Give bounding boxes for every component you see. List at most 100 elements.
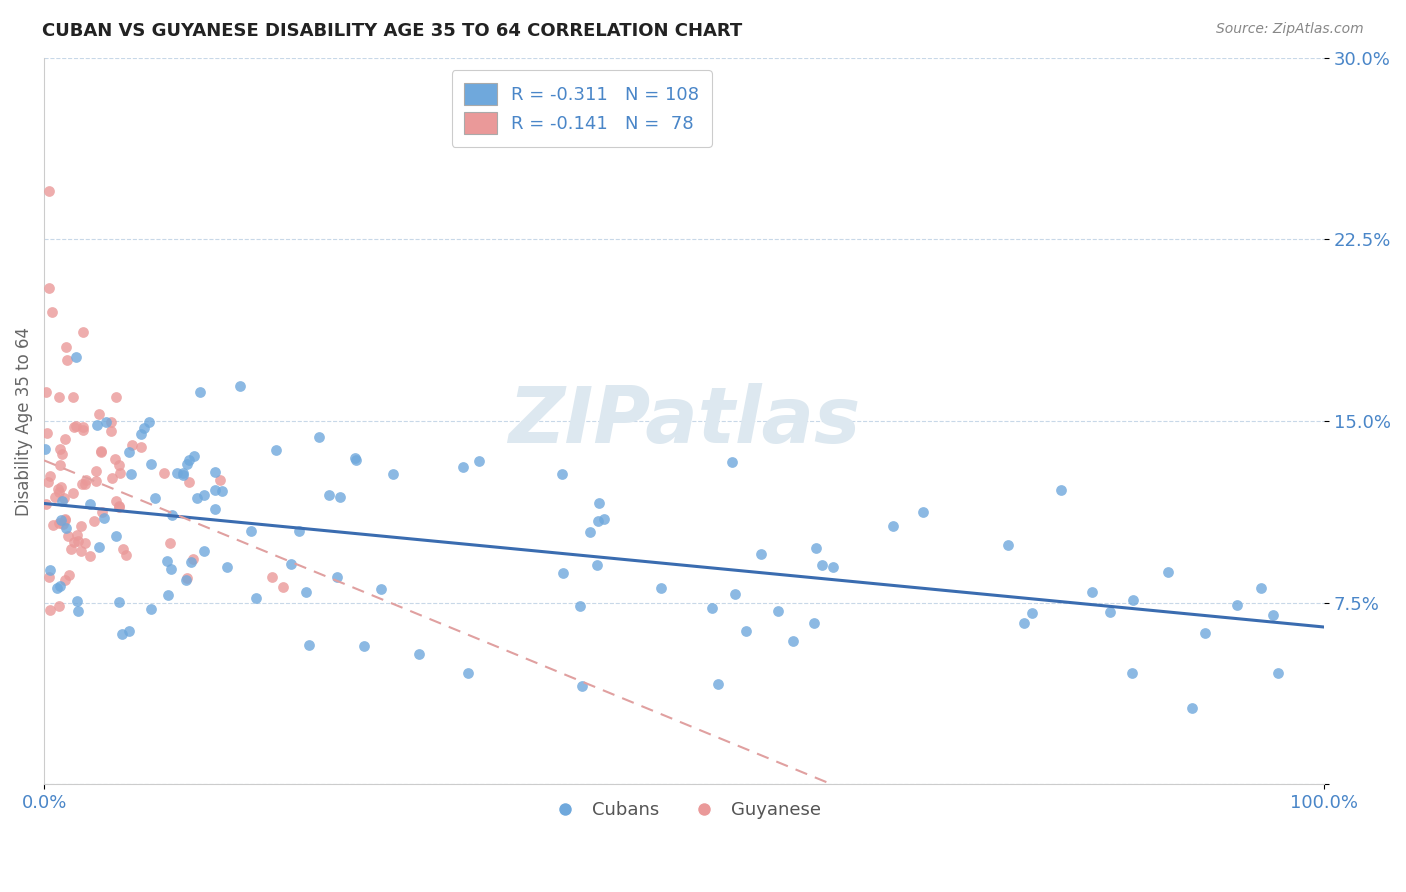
Point xyxy=(204,502,226,516)
Point xyxy=(176,457,198,471)
Point xyxy=(53,512,76,526)
Point xyxy=(593,511,616,525)
Point xyxy=(48,485,70,500)
Point xyxy=(326,569,349,583)
Point xyxy=(1157,566,1180,580)
Point xyxy=(108,499,131,513)
Point xyxy=(806,541,828,556)
Point xyxy=(44,491,66,505)
Point xyxy=(586,514,609,528)
Point xyxy=(87,407,110,421)
Point xyxy=(89,540,111,554)
Point xyxy=(75,477,97,491)
Point xyxy=(65,418,87,433)
Point xyxy=(134,421,156,435)
Point xyxy=(37,475,59,490)
Point xyxy=(329,490,352,504)
Text: CUBAN VS GUYANESE DISABILITY AGE 35 TO 64 CORRELATION CHART: CUBAN VS GUYANESE DISABILITY AGE 35 TO 6… xyxy=(42,22,742,40)
Point xyxy=(34,442,56,456)
Point xyxy=(93,511,115,525)
Point xyxy=(381,467,404,481)
Point xyxy=(55,513,77,527)
Point xyxy=(86,417,108,432)
Point xyxy=(72,325,94,339)
Point xyxy=(766,604,789,618)
Point xyxy=(48,599,70,614)
Point xyxy=(39,602,62,616)
Point xyxy=(782,634,804,648)
Point xyxy=(79,549,101,564)
Point xyxy=(1261,607,1284,622)
Point xyxy=(298,638,321,652)
Point xyxy=(72,423,94,437)
Point xyxy=(55,521,77,535)
Point xyxy=(49,579,72,593)
Point xyxy=(56,529,79,543)
Point xyxy=(66,528,89,542)
Point xyxy=(650,581,672,595)
Point xyxy=(37,425,59,440)
Legend: Cubans, Guyanese: Cubans, Guyanese xyxy=(540,794,828,826)
Point xyxy=(138,415,160,429)
Point xyxy=(1012,615,1035,630)
Point xyxy=(204,483,226,497)
Point xyxy=(1267,665,1289,680)
Point xyxy=(41,305,63,319)
Point xyxy=(51,493,73,508)
Point xyxy=(100,415,122,429)
Point xyxy=(344,452,367,467)
Point xyxy=(183,450,205,464)
Point xyxy=(1081,584,1104,599)
Point xyxy=(803,615,825,630)
Point xyxy=(344,451,367,466)
Point xyxy=(49,442,72,457)
Point xyxy=(176,571,198,585)
Point xyxy=(457,666,479,681)
Point xyxy=(229,379,252,393)
Point xyxy=(121,438,143,452)
Point xyxy=(186,491,208,506)
Point xyxy=(172,466,194,480)
Point xyxy=(1250,582,1272,596)
Point xyxy=(51,513,73,527)
Point xyxy=(174,573,197,587)
Point xyxy=(1021,606,1043,620)
Point xyxy=(129,440,152,454)
Point xyxy=(209,473,232,487)
Text: Source: ZipAtlas.com: Source: ZipAtlas.com xyxy=(1216,22,1364,37)
Point xyxy=(467,454,489,468)
Point xyxy=(58,568,80,582)
Point xyxy=(101,471,124,485)
Point xyxy=(1194,625,1216,640)
Point xyxy=(59,542,82,557)
Point xyxy=(67,534,90,549)
Point xyxy=(156,554,179,568)
Point xyxy=(105,529,128,543)
Point xyxy=(264,443,287,458)
Point xyxy=(721,455,744,469)
Point xyxy=(271,581,294,595)
Point xyxy=(118,445,141,459)
Point xyxy=(280,558,302,572)
Point xyxy=(159,536,181,550)
Point xyxy=(66,604,89,618)
Point xyxy=(370,582,392,596)
Point xyxy=(90,444,112,458)
Point xyxy=(66,594,89,608)
Point xyxy=(104,452,127,467)
Point xyxy=(551,467,574,481)
Point xyxy=(53,491,76,505)
Point xyxy=(211,484,233,499)
Point xyxy=(105,494,128,508)
Point xyxy=(49,480,72,494)
Point xyxy=(453,459,475,474)
Point xyxy=(62,390,84,404)
Point xyxy=(120,467,142,481)
Point xyxy=(41,518,63,533)
Point xyxy=(159,562,181,576)
Point xyxy=(63,535,86,549)
Point xyxy=(38,184,60,198)
Point xyxy=(143,491,166,506)
Point xyxy=(53,573,76,587)
Point xyxy=(48,516,70,530)
